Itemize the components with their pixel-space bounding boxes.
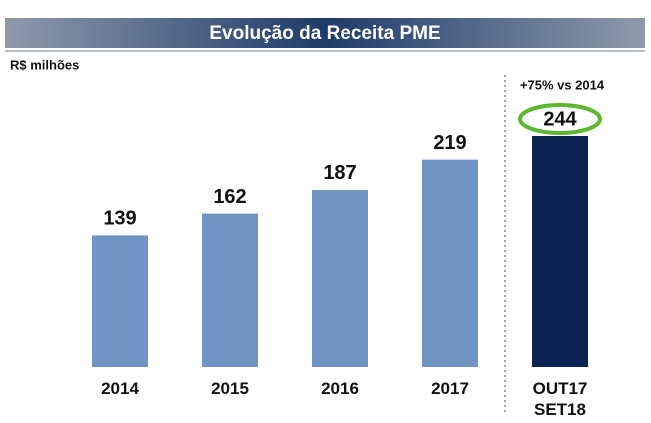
title-banner [5, 18, 645, 48]
bar [92, 235, 148, 367]
x-tick-label: 2017 [431, 379, 469, 398]
value-label: 139 [103, 208, 136, 230]
x-tick-label: 2014 [101, 379, 139, 398]
x-tick-label: 2015 [211, 379, 249, 398]
bar [202, 213, 258, 367]
value-label: 219 [433, 132, 466, 154]
value-label: 187 [323, 162, 356, 184]
chart-title: Evolução da Receita PME [209, 23, 440, 44]
value-label: 162 [213, 186, 246, 208]
x-tick-label: OUT17 SET18 [532, 379, 588, 419]
annotation: +75% vs 2014 [520, 77, 605, 92]
bar [532, 136, 588, 367]
subtitle: R$ milhões [10, 57, 79, 72]
value-label: 244 [543, 108, 577, 130]
highlight-ring [518, 103, 602, 135]
x-tick-label: 2016 [321, 379, 359, 398]
bar [312, 189, 368, 367]
bar [422, 159, 478, 367]
